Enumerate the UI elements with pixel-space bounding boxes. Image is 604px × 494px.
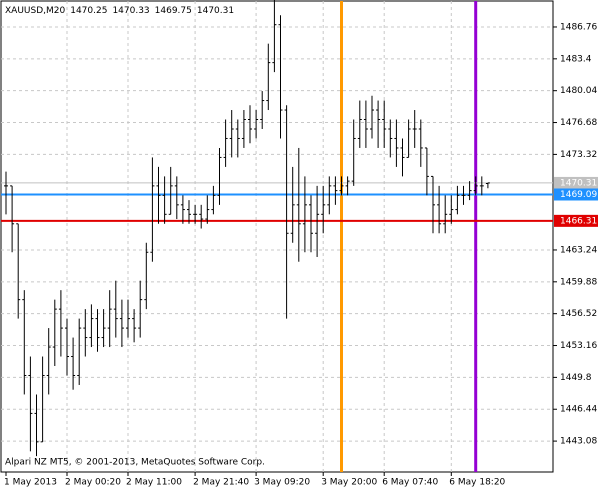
header-value: 1470.33 bbox=[112, 6, 149, 16]
plot-frame bbox=[0, 0, 554, 473]
y-tick-label: 1446.44 bbox=[560, 405, 597, 415]
x-tick-label: 2 May 21:40 bbox=[193, 478, 249, 488]
price-label-box bbox=[554, 188, 598, 201]
x-tick-label: 6 May 18:20 bbox=[449, 478, 505, 488]
y-tick-label: 1443.08 bbox=[560, 437, 597, 447]
x-tick-label: 1 May 2013 bbox=[4, 478, 57, 488]
y-tick-label: 1453.16 bbox=[560, 341, 597, 351]
y-tick-label: 1463.24 bbox=[560, 245, 597, 255]
y-tick-label: 1456.52 bbox=[560, 309, 597, 319]
x-tick-label: 6 May 07:40 bbox=[382, 478, 438, 488]
header-value: 1470.25 bbox=[70, 6, 107, 16]
footer: Alpari NZ MT5, © 2001-2013, MetaQuotes S… bbox=[5, 458, 265, 468]
x-tick-label: 3 May 20:00 bbox=[321, 478, 377, 488]
y-tick-label: 1480.04 bbox=[560, 86, 597, 96]
y-tick-label: 1473.32 bbox=[560, 150, 597, 160]
x-tick-label: 3 May 09:20 bbox=[254, 478, 310, 488]
header: XAUUSD,M20 1470.25 1470.33 1469.75 1470.31 bbox=[5, 6, 234, 16]
price-label: 1469.09 bbox=[560, 190, 597, 200]
header-value: XAUUSD,M20 bbox=[5, 6, 65, 16]
x-tick-label: 2 May 11:00 bbox=[126, 478, 182, 488]
y-tick-label: 1483.4 bbox=[560, 54, 592, 64]
y-tick-label: 1476.68 bbox=[560, 118, 597, 128]
price-label-box bbox=[554, 176, 598, 189]
price-label: 1466.31 bbox=[560, 216, 597, 226]
y-tick-label: 1486.76 bbox=[560, 22, 597, 32]
price-label-box bbox=[554, 214, 598, 227]
header-value: 1470.31 bbox=[197, 6, 234, 16]
price-label: 1470.31 bbox=[560, 178, 597, 188]
y-tick-label: 1449.8 bbox=[560, 373, 592, 383]
x-tick-label: 2 May 00:20 bbox=[65, 478, 121, 488]
header-value: 1469.75 bbox=[155, 6, 192, 16]
y-tick-label: 1459.88 bbox=[560, 277, 597, 287]
